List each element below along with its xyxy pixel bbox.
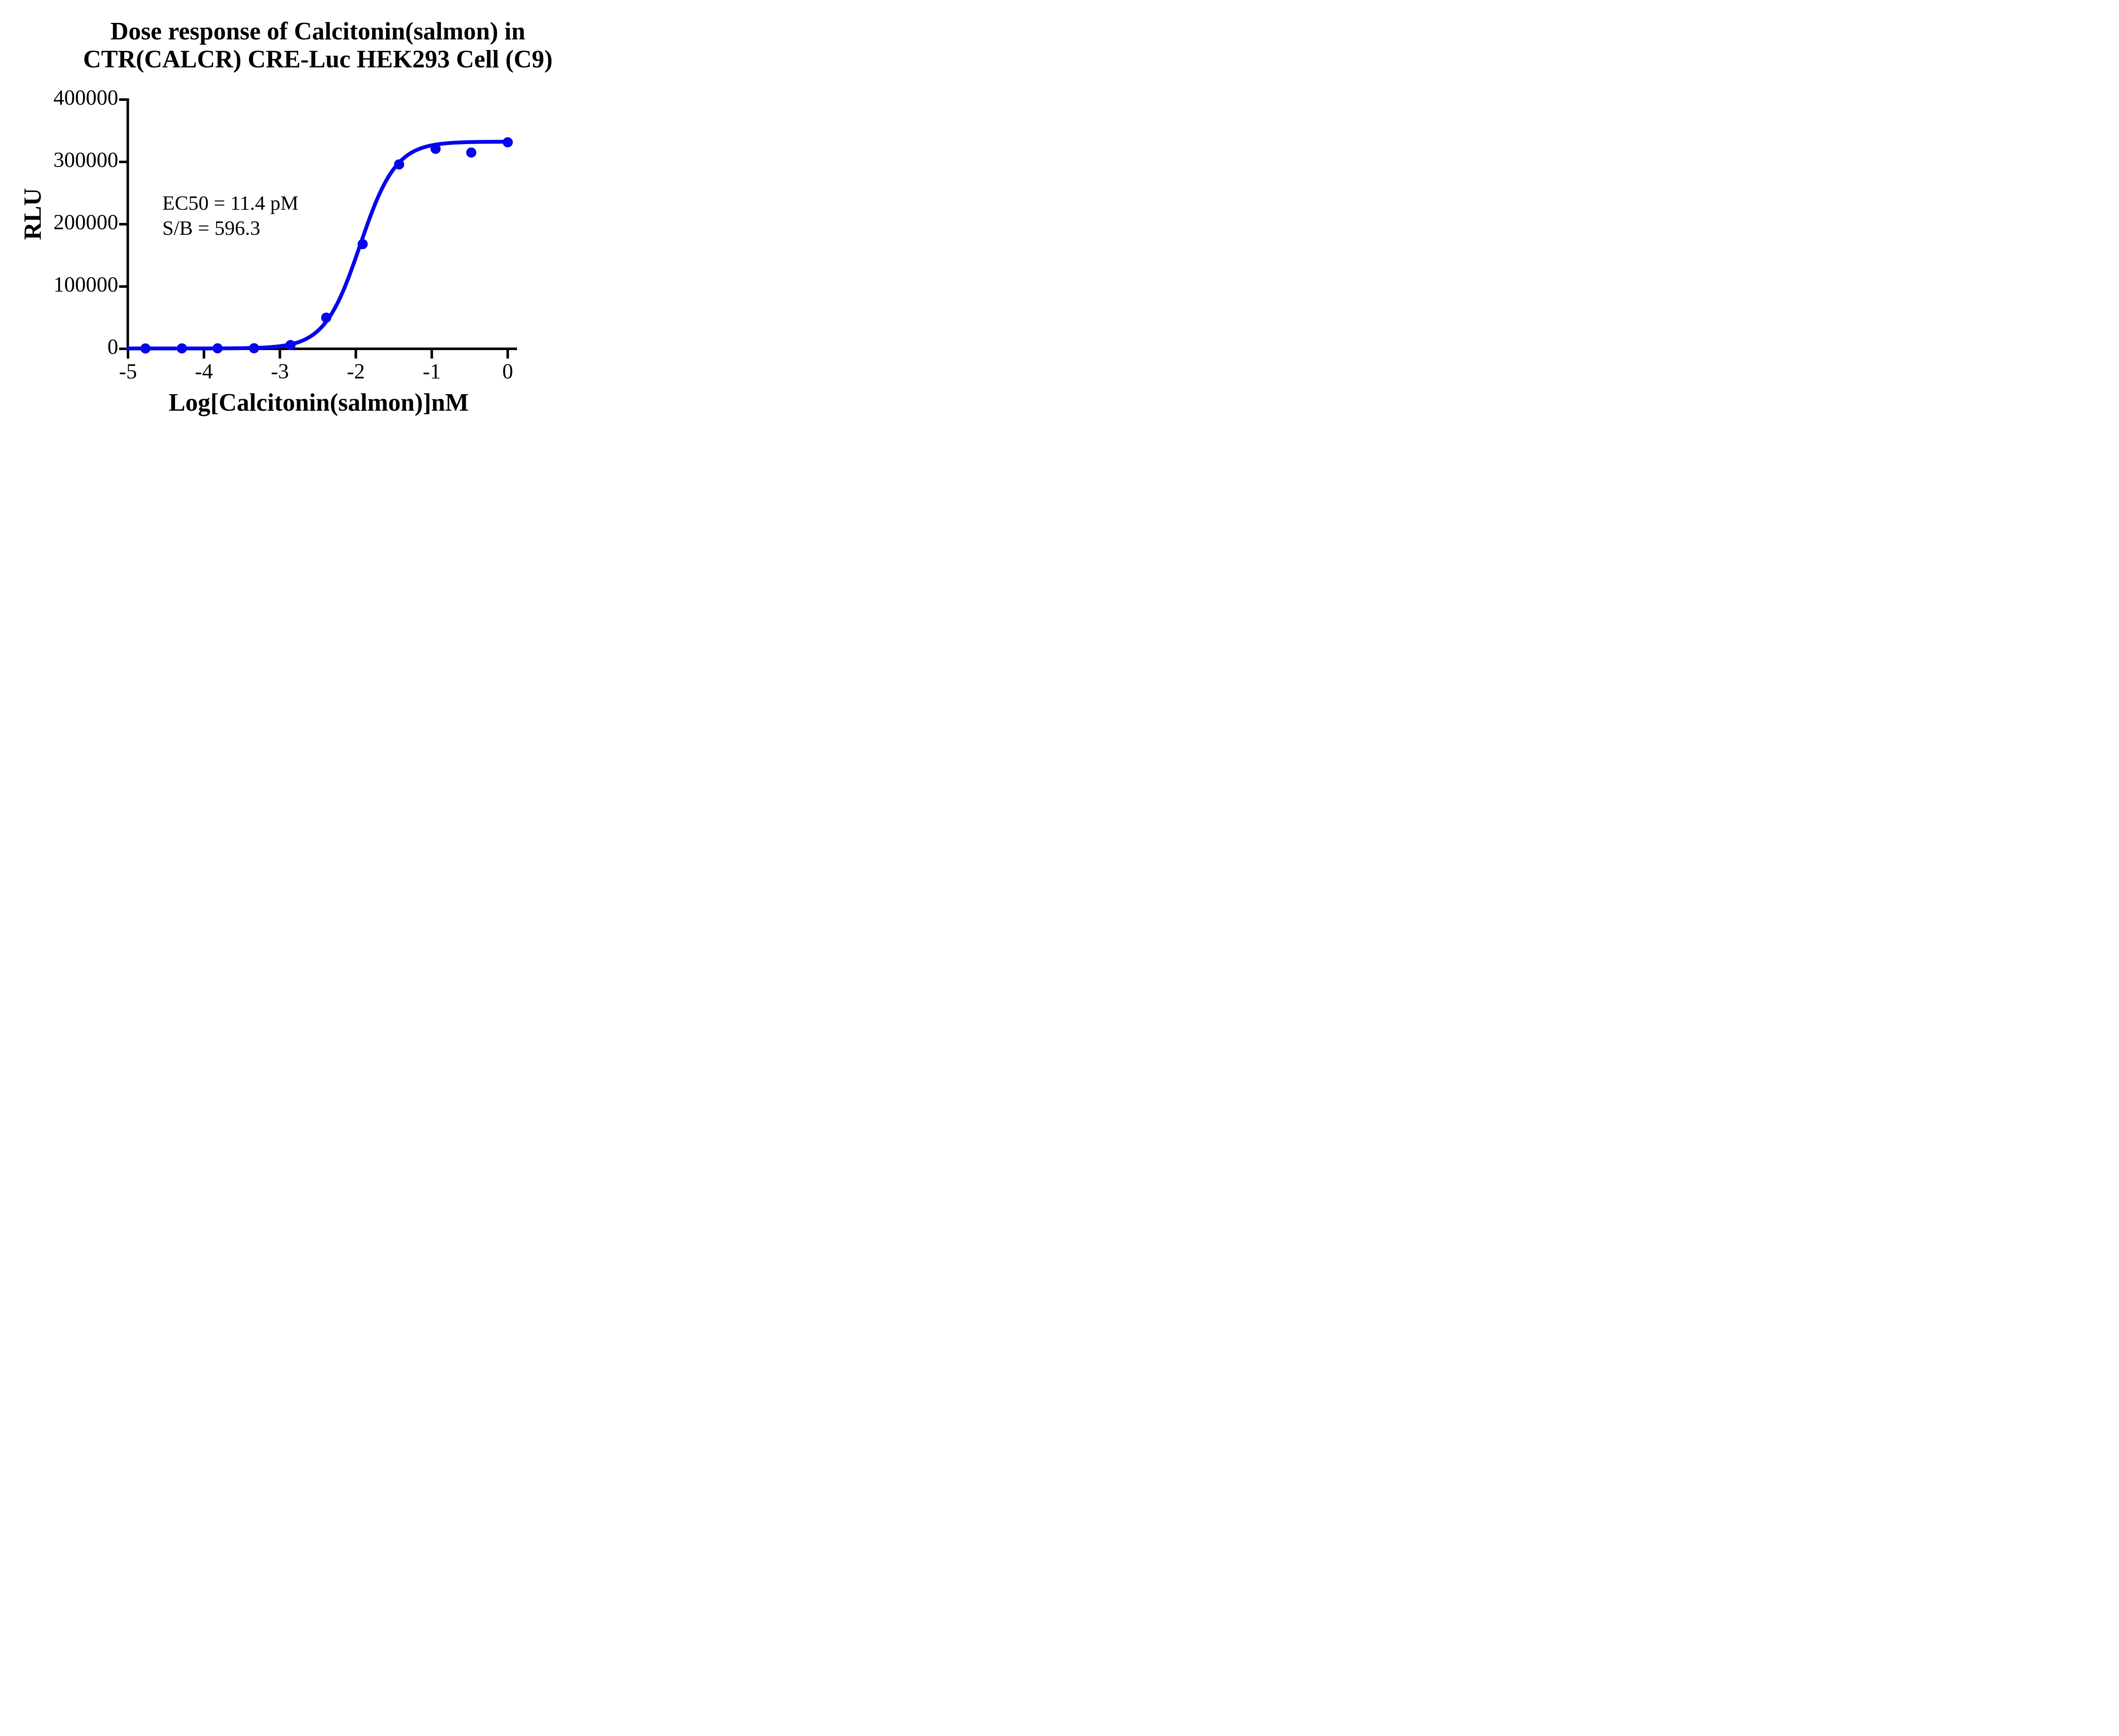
chart-title: Dose response of Calcitonin(salmon) in C… [72, 17, 564, 73]
data-point [394, 159, 404, 170]
data-point [212, 343, 223, 353]
x-tick-label: -1 [423, 360, 441, 384]
data-point [177, 343, 187, 354]
signal-to-background-annotation: S/B = 596.3 [162, 217, 261, 239]
data-point [249, 343, 259, 353]
x-tick-label: -4 [195, 360, 213, 384]
y-tick-label: 200000 [53, 211, 118, 234]
data-point [466, 147, 476, 158]
y-tick-label: 400000 [53, 86, 118, 110]
y-tick-label: 0 [107, 335, 119, 359]
y-tick-label: 100000 [53, 273, 118, 297]
data-point [140, 343, 151, 354]
ec50-annotation: EC50 = 11.4 pM [162, 192, 299, 214]
chart-title-line2: CTR(CALCR) CRE-Luc HEK293 Cell (C9) [83, 45, 553, 73]
x-tick-label: -3 [271, 360, 289, 384]
fit-curve [126, 139, 510, 351]
x-tick-label: 0 [502, 360, 513, 384]
dose-response-figure: Dose response of Calcitonin(salmon) in C… [0, 0, 564, 434]
data-point [321, 312, 331, 323]
data-point [430, 144, 441, 154]
data-point [357, 239, 368, 250]
data-point [503, 137, 513, 147]
plot-area [119, 98, 517, 359]
x-tick-label: -2 [347, 360, 365, 384]
x-tick-label: -5 [119, 360, 137, 384]
x-axis-label: Log[Calcitonin(salmon)]nM [169, 388, 469, 416]
data-point [285, 340, 296, 351]
y-tick-label: 300000 [53, 148, 118, 172]
fit-results-annotation: EC50 = 11.4 pM S/B = 596.3 [162, 191, 298, 241]
chart-title-line1: Dose response of Calcitonin(salmon) in [110, 17, 526, 45]
